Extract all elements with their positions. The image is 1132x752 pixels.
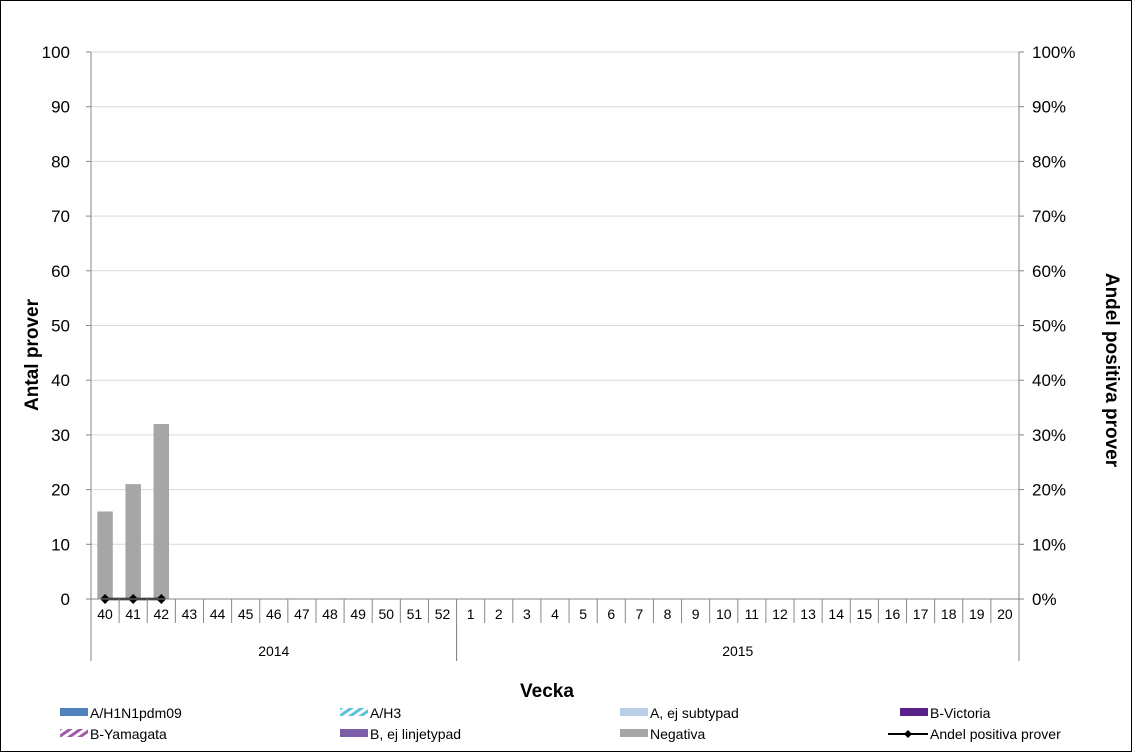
y-tick-label: 30 bbox=[51, 426, 70, 445]
category-label: 18 bbox=[941, 606, 957, 622]
y2-tick-label: 30% bbox=[1032, 426, 1066, 445]
year-groups: 2014 2015 bbox=[90, 623, 1020, 661]
category-label: 42 bbox=[154, 606, 170, 622]
category-label: 6 bbox=[607, 606, 615, 622]
y2-tick-label: 60% bbox=[1032, 262, 1066, 281]
bar bbox=[125, 484, 141, 599]
category-ticks: 40 41 42 43 44 45 46 47 48 49 50 51 52 1 2 3 4 5 6 7 8 9 10 11 1… bbox=[97, 606, 1013, 622]
category-label: 40 bbox=[97, 606, 113, 622]
legend: A/H1N1pdm09 A/H3 A, ej subtypad B-Victoria B… bbox=[60, 705, 1061, 742]
y-tick-label: 40 bbox=[51, 371, 70, 390]
category-label: 43 bbox=[182, 606, 198, 622]
y2-tick-label: 40% bbox=[1032, 371, 1066, 390]
category-label: 15 bbox=[857, 606, 873, 622]
group-label: 2014 bbox=[258, 643, 289, 659]
category-label: 52 bbox=[435, 606, 451, 622]
category-label: 12 bbox=[772, 606, 788, 622]
y2-tick-label: 90% bbox=[1032, 98, 1066, 117]
legend-swatch bbox=[900, 708, 928, 716]
right-axis-ticks: 0% 10% 20% 30% 40% 50% 60% 70% 80% 90% 100% bbox=[1032, 43, 1075, 609]
category-label: 20 bbox=[997, 606, 1013, 622]
legend-swatch bbox=[60, 729, 88, 737]
legend-swatch bbox=[60, 708, 88, 716]
category-label: 4 bbox=[551, 606, 559, 622]
category-label: 9 bbox=[692, 606, 700, 622]
category-label: 45 bbox=[238, 606, 254, 622]
category-label: 48 bbox=[322, 606, 338, 622]
category-label: 16 bbox=[885, 606, 901, 622]
legend-label: B-Yamagata bbox=[90, 726, 167, 742]
category-label: 5 bbox=[579, 606, 587, 622]
legend-swatch bbox=[340, 708, 368, 716]
y2-tick-label: 100% bbox=[1032, 43, 1075, 62]
y-tick-label: 50 bbox=[51, 317, 70, 336]
category-label: 49 bbox=[350, 606, 366, 622]
legend-label: B, ej linjetypad bbox=[370, 726, 461, 742]
category-label: 7 bbox=[635, 606, 643, 622]
category-label: 14 bbox=[828, 606, 844, 622]
legend-swatch bbox=[620, 729, 648, 737]
category-label: 3 bbox=[523, 606, 531, 622]
y2-tick-label: 10% bbox=[1032, 535, 1066, 554]
left-axis-ticks: 0 10 20 30 40 50 60 70 80 90 100 bbox=[42, 43, 70, 609]
category-label: 8 bbox=[664, 606, 672, 622]
legend-swatch bbox=[620, 708, 648, 716]
y-tick-label: 70 bbox=[51, 207, 70, 226]
category-label: 17 bbox=[913, 606, 929, 622]
legend-label: B-Victoria bbox=[930, 705, 991, 721]
category-label: 11 bbox=[745, 606, 760, 622]
y-axis-title: Antal prover bbox=[22, 298, 43, 411]
category-label: 51 bbox=[407, 606, 423, 622]
legend-swatch bbox=[340, 729, 368, 737]
legend-label: Andel positiva prover bbox=[930, 726, 1061, 742]
x-axis-title: Vecka bbox=[520, 681, 574, 702]
category-label: 46 bbox=[266, 606, 282, 622]
legend-label: A/H1N1pdm09 bbox=[90, 705, 182, 721]
axes bbox=[90, 52, 1020, 623]
category-label: 2 bbox=[495, 606, 503, 622]
category-label: 19 bbox=[969, 606, 985, 622]
y-tick-label: 60 bbox=[51, 262, 70, 281]
y-tick-label: 10 bbox=[51, 535, 70, 554]
category-label: 47 bbox=[294, 606, 310, 622]
y-tick-label: 0 bbox=[61, 590, 70, 609]
y-tick-label: 90 bbox=[51, 98, 70, 117]
y-tick-label: 100 bbox=[42, 43, 70, 62]
y2-tick-label: 70% bbox=[1032, 207, 1066, 226]
category-label: 44 bbox=[210, 606, 226, 622]
y2-tick-label: 50% bbox=[1032, 317, 1066, 336]
legend-label: Negativa bbox=[650, 726, 705, 742]
y-tick-label: 80 bbox=[51, 152, 70, 171]
legend-marker bbox=[904, 730, 912, 738]
category-label: 50 bbox=[378, 606, 394, 622]
group-label: 2015 bbox=[722, 643, 753, 659]
y-tick-label: 20 bbox=[51, 481, 70, 500]
bar bbox=[153, 423, 170, 599]
y2-tick-label: 80% bbox=[1032, 152, 1066, 171]
bar bbox=[97, 511, 113, 599]
y2-tick-label: 20% bbox=[1032, 481, 1066, 500]
legend-label: A, ej subtypad bbox=[650, 705, 739, 721]
category-label: 13 bbox=[800, 606, 816, 622]
gridlines bbox=[86, 51, 1024, 600]
bar-series bbox=[97, 423, 170, 599]
y2-axis-title: Andel positiva prover bbox=[1101, 273, 1122, 468]
category-label: 1 bbox=[467, 606, 475, 622]
category-label: 10 bbox=[716, 606, 732, 622]
category-label: 41 bbox=[125, 606, 141, 622]
legend-label: A/H3 bbox=[370, 705, 401, 721]
y2-tick-label: 0% bbox=[1032, 590, 1057, 609]
